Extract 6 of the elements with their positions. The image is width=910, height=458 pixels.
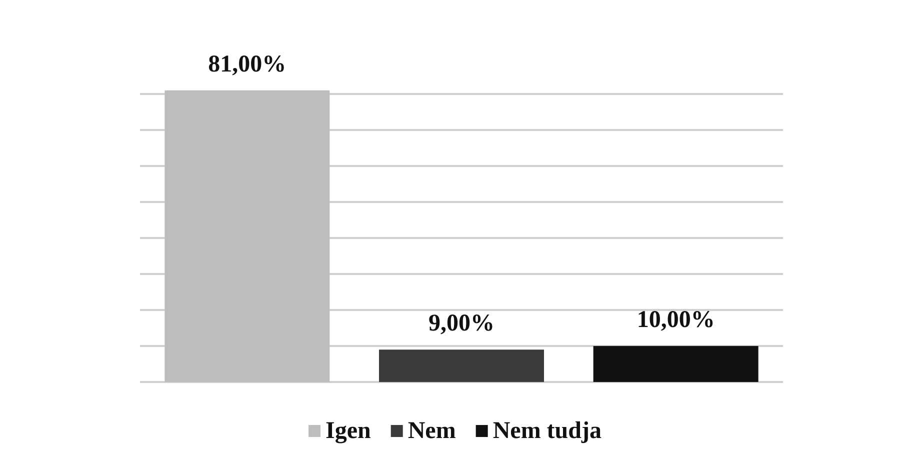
data-label: 10,00% <box>636 307 715 333</box>
data-label: 9,00% <box>428 310 494 337</box>
legend-label: Igen <box>326 418 371 444</box>
data-label: 81,00% <box>208 51 286 78</box>
legend-label: Nem tudja <box>492 418 602 444</box>
legend-label: Nem <box>408 418 456 444</box>
